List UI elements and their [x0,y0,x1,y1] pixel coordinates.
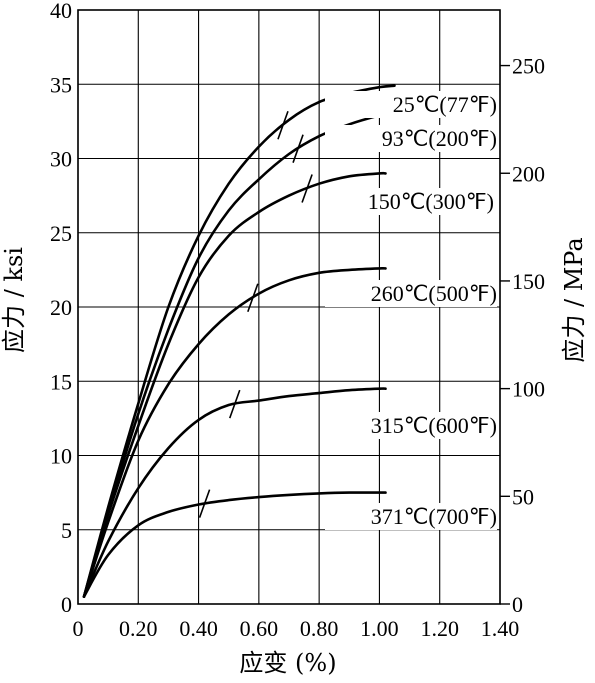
x-tick-label: 0.20 [119,616,158,641]
series-label: 315℃(600℉) [371,413,497,438]
yield-mark [292,134,304,163]
y-left-tick-label: 25 [50,221,72,246]
y-right-axis-ticks: 0 50 100 150 200 250 [500,54,545,617]
yield-mark [277,110,289,140]
y-right-axis-title: 应力 / MPa [560,237,588,362]
y-left-tick-label: 10 [50,444,72,469]
y-left-axis-ticks: 0 5 10 15 20 25 30 35 40 [50,0,72,617]
series-label-background [325,503,497,530]
y-right-tick-label: 0 [512,592,523,617]
series-label-background [325,91,497,118]
y-left-axis-title: 应力 / ksi [0,247,28,353]
series-label: 150℃(300℉) [368,189,494,214]
series-line [82,171,387,598]
series-line [82,491,387,598]
y-right-tick-label: 100 [512,377,545,402]
y-left-tick-label: 30 [50,147,72,172]
x-tick-label: 1.00 [360,616,399,641]
x-tick-label: 0.80 [300,616,339,641]
yield-marks [198,110,313,518]
series-label-background [322,188,494,215]
y-right-tick-label: 50 [512,484,534,509]
y-left-tick-label: 5 [61,518,72,543]
series-label-background [325,125,497,152]
curves [82,84,396,598]
y-left-tick-label: 0 [61,592,72,617]
y-right-tick-label: 250 [512,54,545,79]
yield-mark [247,283,259,313]
series-line [82,111,396,598]
x-tick-label: 1.40 [481,616,520,641]
series-line [82,266,387,598]
plot-frame [77,9,501,605]
yield-mark [301,174,313,203]
x-tick-label: 1.20 [420,616,459,641]
series-label: 371℃(700℉) [371,504,497,529]
series-labels: 25℃(77℉) 93℃(200℉) 150℃(300℉) 260℃(500℉) 315… [322,91,497,530]
yield-mark [198,489,211,518]
x-axis-title: 应变 (%) [239,649,336,677]
x-tick-label: 0 [73,616,84,641]
y-left-tick-label: 35 [50,72,72,97]
series-label-background [325,280,497,307]
y-right-tick-label: 200 [512,161,545,186]
x-tick-label: 0.40 [179,616,218,641]
series-line [82,387,387,598]
y-left-tick-label: 40 [50,0,72,23]
y-left-tick-label: 20 [50,295,72,320]
series-label: 93℃(200℉) [382,126,497,151]
y-right-tick-label: 150 [512,269,545,294]
series-label: 260℃(500℉) [371,281,497,306]
x-tick-label: 0.60 [240,616,279,641]
series-label: 25℃(77℉) [393,92,497,117]
yield-mark [228,389,241,419]
y-left-tick-label: 15 [50,369,72,394]
series-label-background [325,412,497,439]
x-axis-ticks: 0 0.20 0.40 0.60 0.80 1.00 1.20 1.40 [73,616,520,641]
